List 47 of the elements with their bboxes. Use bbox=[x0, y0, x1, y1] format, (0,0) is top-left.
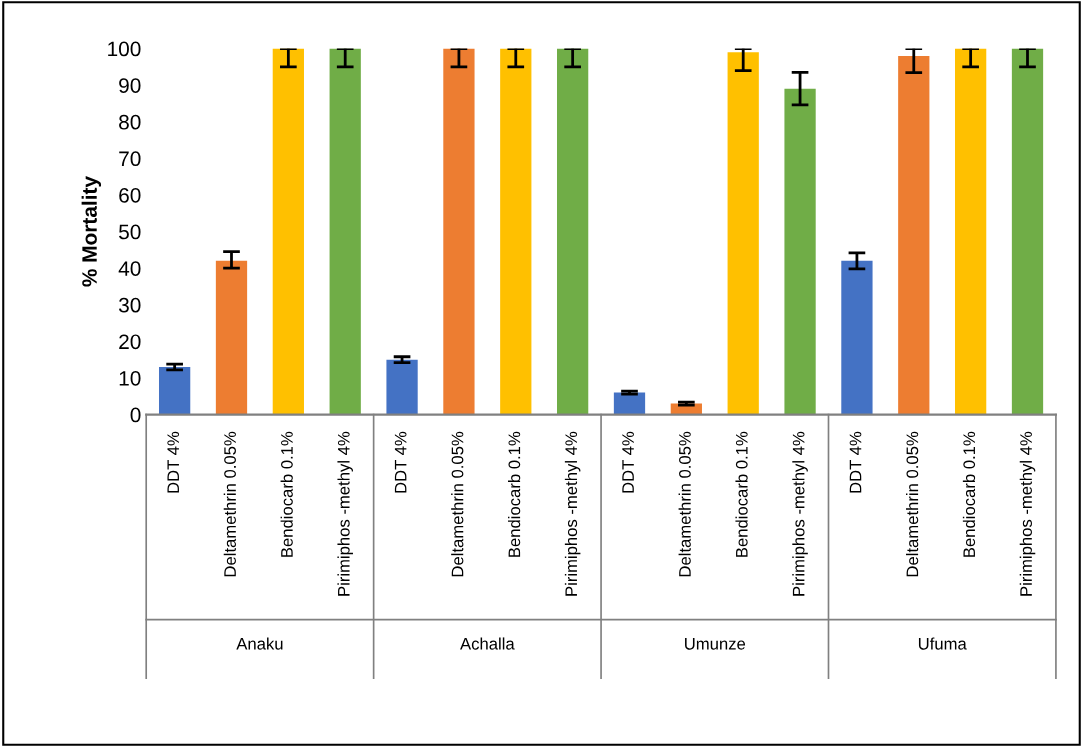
bar bbox=[557, 48, 589, 415]
y-tick-label: 80 bbox=[119, 114, 141, 130]
bar bbox=[215, 260, 248, 415]
x-tick-label: Pirimiphos -methyl 4% bbox=[1019, 431, 1036, 596]
y-tick-label: 20 bbox=[119, 334, 141, 350]
y-tick-label: 10 bbox=[119, 370, 141, 386]
x-tick-label: DDT 4% bbox=[849, 431, 862, 493]
y-tick-label: 0 bbox=[130, 407, 141, 423]
x-tick-label: Bendiocarb 0.1% bbox=[962, 431, 976, 557]
bar bbox=[1011, 48, 1044, 415]
bar bbox=[443, 48, 475, 415]
text: Umunze bbox=[685, 638, 746, 650]
x-tick-label: Deltamethrin 0.05% bbox=[906, 431, 919, 577]
text: Achalla bbox=[460, 637, 515, 650]
y-tick-label: 50 bbox=[119, 224, 141, 240]
text: Anaku bbox=[236, 637, 283, 650]
x-tick-label: Pirimiphos -methyl 4% bbox=[337, 431, 353, 596]
bar bbox=[955, 48, 987, 415]
bar bbox=[500, 48, 532, 415]
y-tick-label: 40 bbox=[118, 261, 141, 276]
y-tick-label: 30 bbox=[118, 297, 141, 313]
y-tick-label: 70 bbox=[119, 151, 141, 167]
x-tick-label: Bendiocarb 0.1% bbox=[508, 431, 521, 557]
text: Ufuma bbox=[918, 637, 967, 650]
bar bbox=[784, 88, 816, 415]
x-tick-label: Pirimiphos -methyl 4% bbox=[792, 431, 808, 596]
x-tick-label: Pirimiphos -methyl 4% bbox=[564, 431, 581, 596]
x-tick-label: Deltamethrin 0.05% bbox=[451, 431, 464, 577]
y-axis-title: % Mortality bbox=[81, 176, 102, 287]
bar bbox=[727, 52, 759, 415]
bar bbox=[329, 48, 361, 415]
y-tick-label: 60 bbox=[119, 187, 141, 203]
x-tick-label: DDT 4% bbox=[167, 431, 180, 493]
x-tick-label: Deltamethrin 0.05% bbox=[223, 431, 236, 577]
x-tick-label: Deltamethrin 0.05% bbox=[678, 431, 691, 577]
x-tick-label: Bendiocarb 0.1% bbox=[735, 431, 748, 557]
bar bbox=[386, 359, 418, 415]
x-tick-label: Bendiocarb 0.1% bbox=[280, 431, 293, 557]
bar bbox=[272, 48, 304, 415]
bar bbox=[898, 55, 930, 415]
y-tick-label: 90 bbox=[119, 78, 141, 93]
y-tick-label: 100 bbox=[108, 41, 141, 57]
bar bbox=[159, 367, 191, 415]
bar bbox=[613, 392, 646, 415]
x-tick-label: DDT 4% bbox=[622, 431, 634, 493]
bar bbox=[841, 260, 873, 415]
x-tick-label: DDT 4% bbox=[394, 431, 407, 493]
